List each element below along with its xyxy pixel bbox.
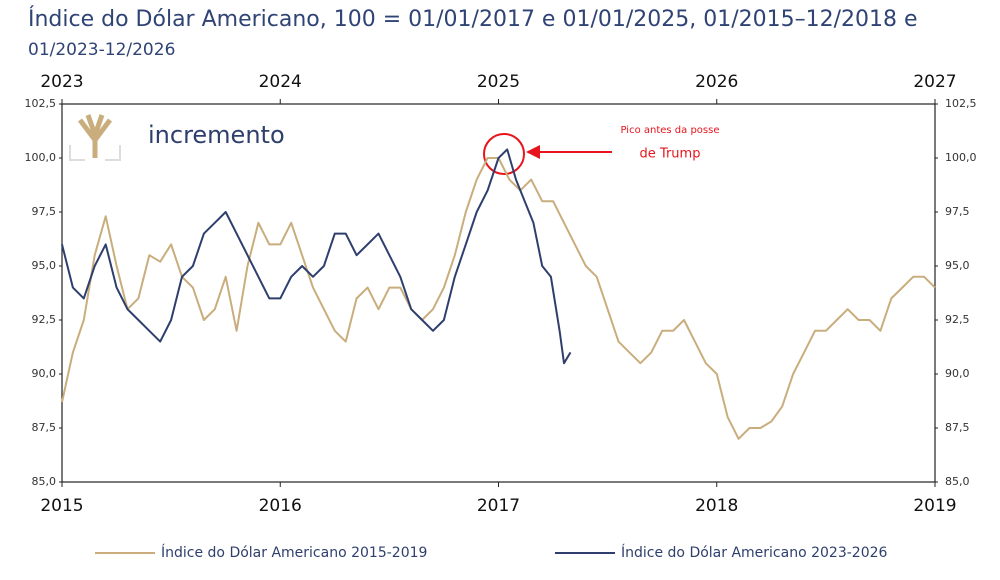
y2-tick-label: 90,0 <box>945 367 970 380</box>
x-tick-label: 2015 <box>40 496 83 516</box>
x2-tick-label: 2027 <box>913 72 956 92</box>
series-line <box>61 157 936 440</box>
y-tick-label: 97,5 <box>32 205 57 218</box>
y-tick-label: 95,0 <box>32 259 57 272</box>
annotation-text: de Trump <box>640 147 701 162</box>
y2-tick-label: 102,5 <box>945 97 977 110</box>
y2-tick-label: 100,0 <box>945 151 977 164</box>
x-tick-label: 2019 <box>913 496 956 516</box>
annotation-arrowhead <box>526 145 540 159</box>
y-tick-label: 87,5 <box>32 421 57 434</box>
chart-title: Índice do Dólar Americano, 100 = 01/01/2… <box>28 6 918 32</box>
legend-label: Índice do Dólar Americano 2023-2026 <box>621 544 888 561</box>
y-tick-label: 85,0 <box>32 475 57 488</box>
x2-tick-label: 2026 <box>695 72 738 92</box>
brand-name: incremento <box>148 121 285 149</box>
series-line <box>61 148 572 365</box>
y-tick-label: 102,5 <box>25 97 57 110</box>
annotation-circle <box>483 133 525 175</box>
y2-tick-label: 85,0 <box>945 475 970 488</box>
legend-label: Índice do Dólar Americano 2015-2019 <box>161 544 427 561</box>
y-tick-label: 100,0 <box>25 151 57 164</box>
annotation-text: Pico antes da posse <box>620 125 719 136</box>
x2-tick-label: 2023 <box>40 72 83 92</box>
brand-logo <box>68 112 123 161</box>
chart-subtitle: 01/2023-12/2026 <box>28 40 175 60</box>
x-tick-label: 2017 <box>477 496 520 516</box>
y-tick-label: 92,5 <box>32 313 57 326</box>
x2-tick-label: 2025 <box>477 72 520 92</box>
y2-tick-label: 92,5 <box>945 313 970 326</box>
y2-tick-label: 97,5 <box>945 205 970 218</box>
x2-tick-label: 2024 <box>259 72 302 92</box>
x-tick-label: 2016 <box>259 496 302 516</box>
y2-tick-label: 95,0 <box>945 259 970 272</box>
y-tick-label: 90,0 <box>32 367 57 380</box>
y2-tick-label: 87,5 <box>945 421 970 434</box>
x-tick-label: 2018 <box>695 496 738 516</box>
